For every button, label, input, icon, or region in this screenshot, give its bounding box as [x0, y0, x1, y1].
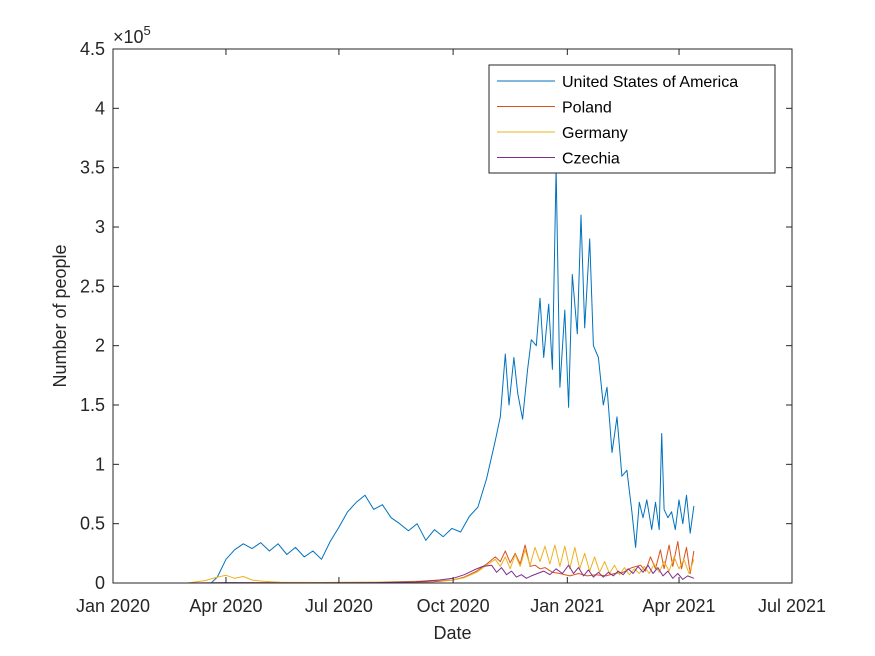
- exponent-base: ×10: [113, 27, 144, 47]
- legend: United States of America Poland Germany Cze…: [488, 64, 776, 174]
- x-tick-label: Apr 2021: [643, 596, 716, 616]
- y-tick-label: 2: [95, 336, 105, 356]
- y-tick-label: 3.5: [80, 158, 105, 178]
- y-tick-label: 1.5: [80, 395, 105, 415]
- y-tick-label: 3: [95, 217, 105, 237]
- y-tick-label: 0: [95, 573, 105, 593]
- x-tick-label: Oct 2020: [417, 596, 490, 616]
- legend-box: [488, 64, 776, 174]
- y-axis-title: Number of people: [50, 244, 70, 387]
- y-tick-label: 4: [95, 98, 105, 118]
- legend-label-3: Czechia: [562, 151, 620, 168]
- series-layer: [113, 167, 695, 584]
- legend-label-1: Poland: [562, 100, 612, 117]
- exponent-power: 5: [144, 23, 151, 38]
- y-tick-label: 0.5: [80, 514, 105, 534]
- x-axis-title: Date: [433, 623, 471, 643]
- axes-layer: Jan 2020 Apr 2020 Jul 2020 Oct 2020 Jan 2021…: [76, 39, 826, 616]
- series-line-3: [113, 564, 695, 584]
- x-tick-label: Apr 2020: [189, 596, 262, 616]
- series-line-0: [113, 167, 695, 584]
- x-tick-label: Jul 2021: [758, 596, 826, 616]
- y-tick-label: 1: [95, 454, 105, 474]
- x-tick-label: Jan 2020: [76, 596, 150, 616]
- x-tick-label: Jan 2021: [530, 596, 604, 616]
- legend-label-2: Germany: [562, 125, 628, 142]
- axes-box: [112, 48, 793, 584]
- series-line-1: [113, 541, 695, 584]
- y-axis-exponent: ×105: [113, 23, 151, 47]
- series-line-2: [113, 544, 695, 584]
- y-tick-label: 2.5: [80, 276, 105, 296]
- y-tick-label: 4.5: [80, 39, 105, 59]
- legend-label-0: United States of America: [562, 74, 738, 91]
- x-tick-label: Jul 2020: [305, 596, 373, 616]
